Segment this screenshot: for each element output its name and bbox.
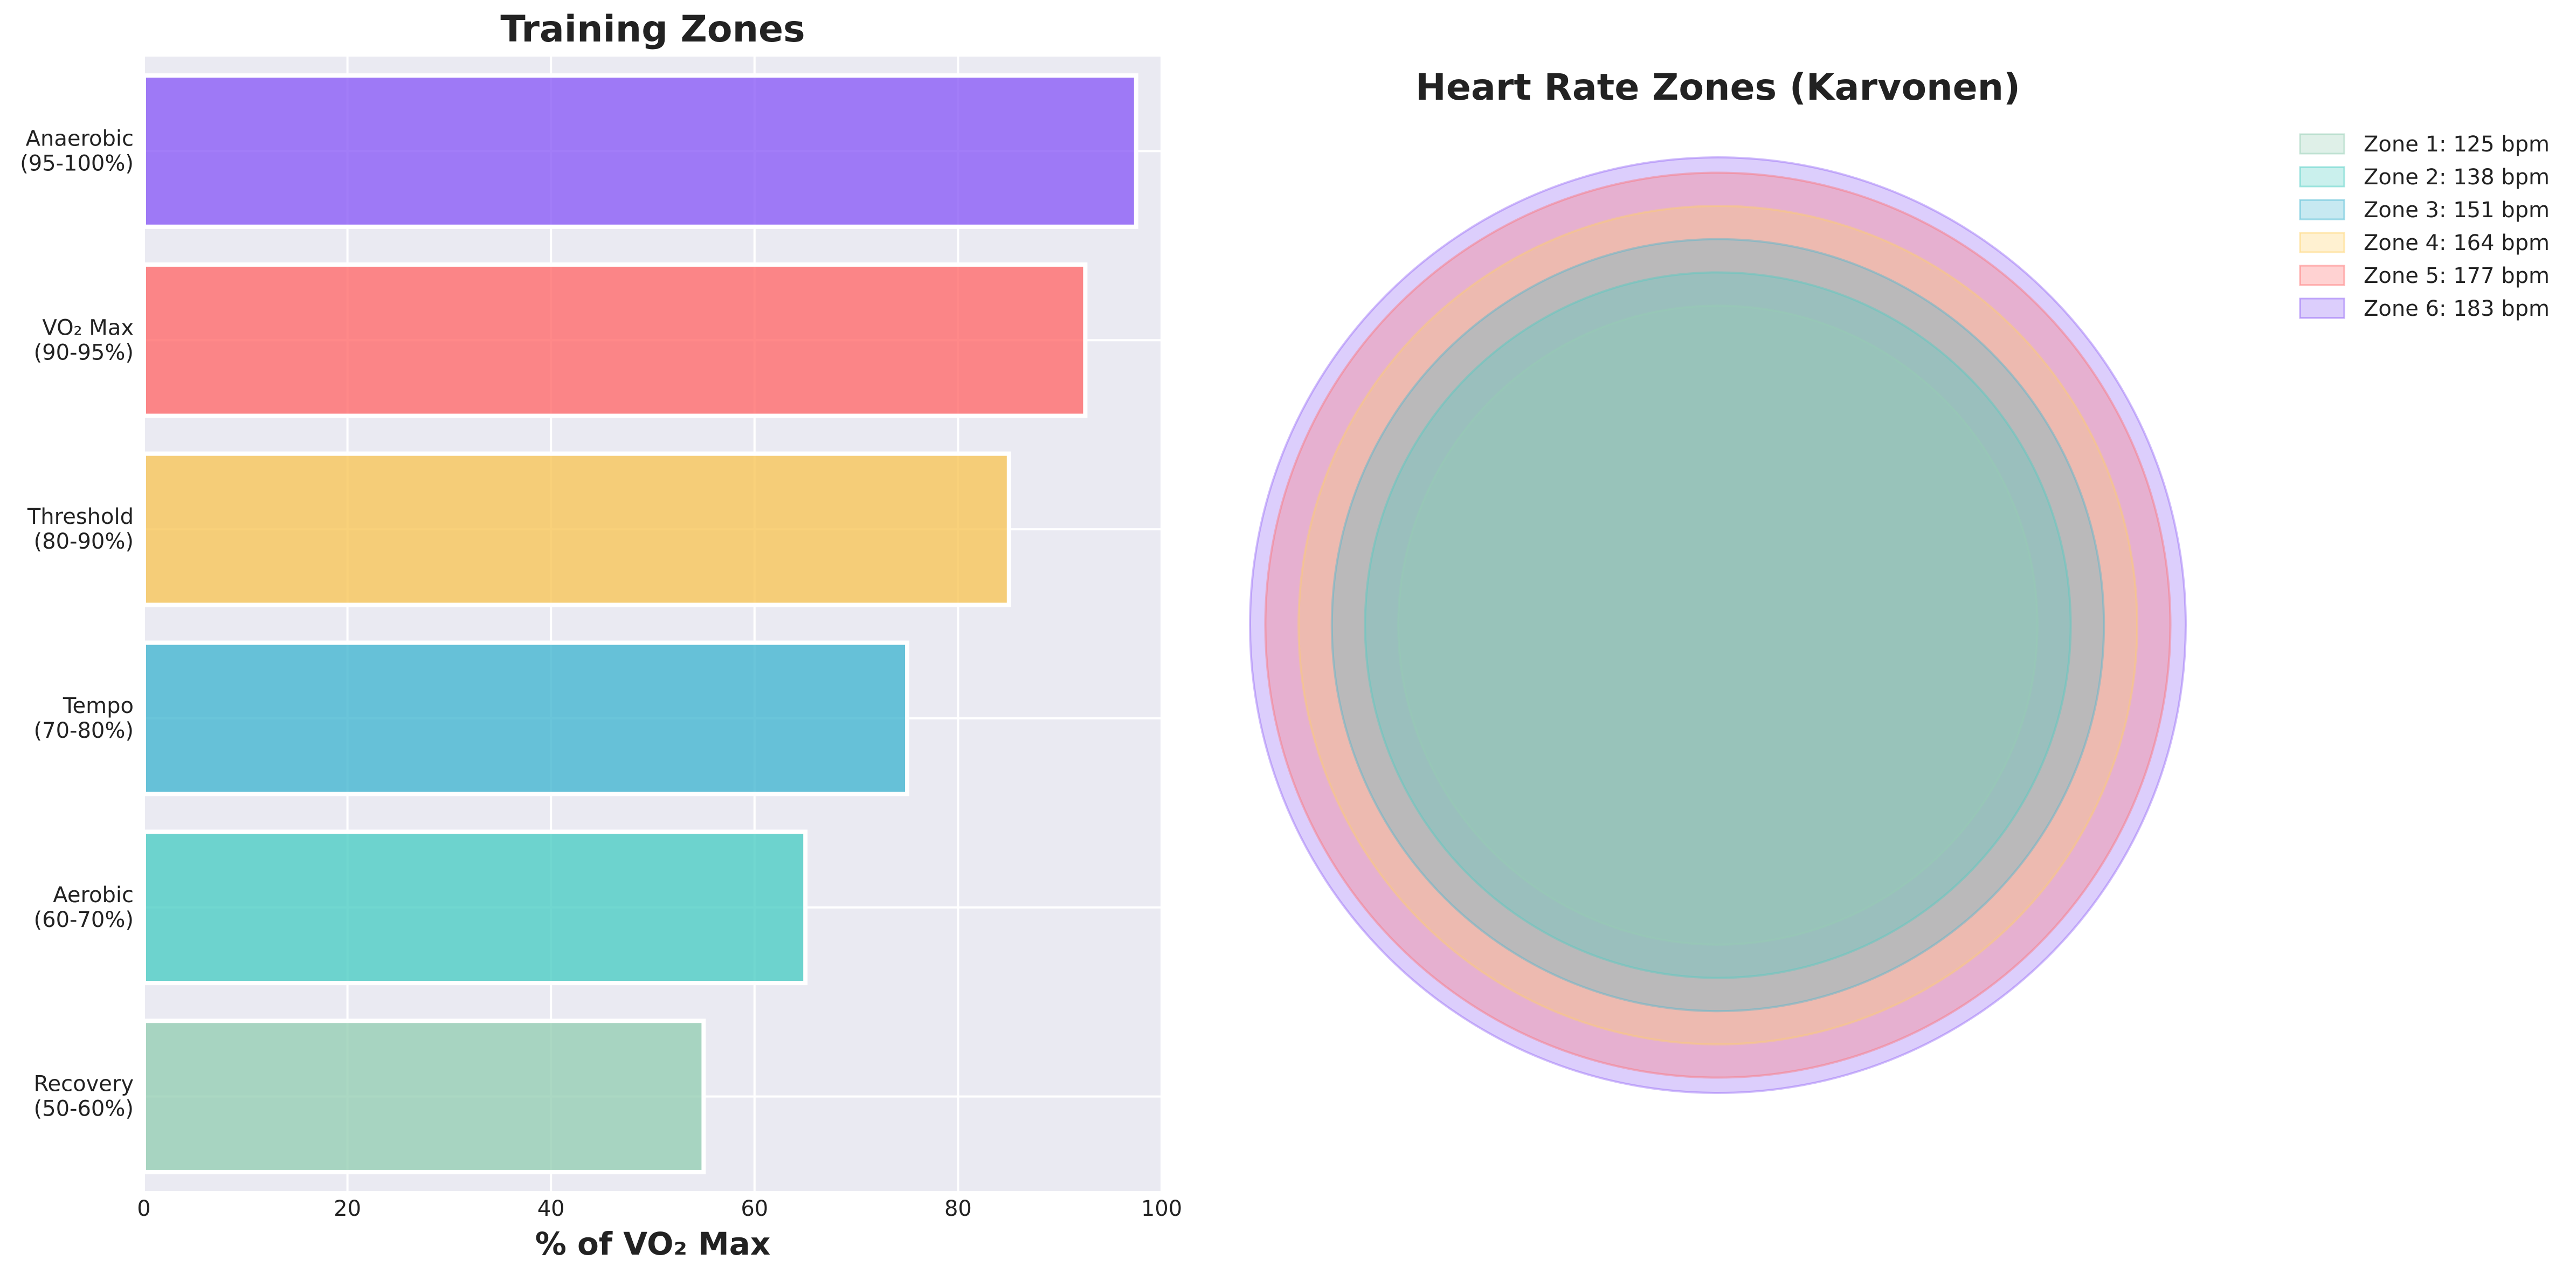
legend-label: Zone 3: 151 bpm — [2364, 198, 2550, 223]
legend-swatch — [2299, 166, 2345, 188]
y-tick-label: Threshold (80-90%) — [27, 504, 134, 554]
legend-label: Zone 4: 164 bpm — [2364, 231, 2550, 255]
category-range: (50-60%) — [34, 1097, 134, 1121]
bars — [142, 73, 1138, 1174]
x-tick-label: 0 — [137, 1196, 150, 1221]
zone-circle-4 — [1297, 205, 2138, 1045]
heart-rate-zones-chart: Heart Rate Zones (Karvonen) Zone 1: 125 … — [1249, 66, 2550, 1094]
bar-recovery — [142, 1019, 706, 1174]
category-name: Anaerobic — [26, 126, 134, 151]
bar-anaerobic — [142, 73, 1138, 229]
x-tick-labels: 0 20 40 60 80 100 — [137, 1196, 1182, 1221]
zone-circles — [1249, 156, 2187, 1094]
x-tick-label: 40 — [537, 1196, 565, 1221]
bar-aerobic — [142, 829, 808, 986]
legend-swatch — [2299, 199, 2345, 220]
zone-circle-5 — [1264, 171, 2172, 1079]
x-tick-label: 100 — [1141, 1196, 1182, 1221]
legend-swatch — [2299, 265, 2345, 286]
y-tick-label: VO₂ Max (90-95%) — [34, 315, 134, 365]
y-tick-label: Recovery (50-60%) — [34, 1072, 134, 1121]
training-zones-chart: Training Zones Recovery (50-60%) Aerobic (6… — [20, 8, 1182, 1262]
zone-circle-6 — [1249, 156, 2187, 1094]
bar-tempo — [142, 640, 909, 797]
x-tick-label: 20 — [334, 1196, 361, 1221]
zone-circle-1 — [1397, 304, 2039, 946]
legend-swatch — [2299, 297, 2345, 319]
category-range: (80-90%) — [34, 529, 134, 554]
category-name: Aerobic — [53, 883, 134, 908]
zone-circle-2 — [1364, 271, 2072, 979]
category-name: VO₂ Max — [42, 315, 134, 340]
category-name: Threshold — [27, 504, 134, 529]
legend-label: Zone 6: 183 bpm — [2364, 296, 2550, 321]
x-tick-label: 60 — [741, 1196, 768, 1221]
legend-swatch — [2299, 133, 2345, 155]
y-tick-labels: Recovery (50-60%) Aerobic (60-70%) Tempo (70-… — [20, 126, 134, 1121]
category-name: Recovery — [34, 1072, 134, 1097]
category-name: Tempo — [63, 694, 134, 718]
category-range: (95-100%) — [20, 151, 134, 176]
bar-vo-max — [142, 262, 1088, 418]
y-tick-label: Aerobic (60-70%) — [34, 883, 134, 932]
legend-label: Zone 1: 125 bpm — [2364, 132, 2550, 157]
x-axis-label: % of VO₂ Max — [535, 1225, 771, 1262]
y-tick-label: Tempo (70-80%) — [34, 694, 134, 743]
x-tick-label: 80 — [944, 1196, 972, 1221]
category-range: (60-70%) — [34, 908, 134, 932]
training-zones-title: Training Zones — [500, 8, 805, 51]
plot-background — [144, 57, 1162, 1191]
legend-label: Zone 2: 138 bpm — [2364, 165, 2550, 190]
zone-circle-3 — [1330, 238, 2105, 1013]
legend-label: Zone 5: 177 bpm — [2364, 264, 2550, 288]
y-tick-label: Anaerobic (95-100%) — [20, 126, 134, 176]
bar-threshold — [142, 451, 1011, 607]
category-range: (70-80%) — [34, 718, 134, 743]
heart-rate-zones-title: Heart Rate Zones (Karvonen) — [1415, 66, 2020, 109]
legend: Zone 1: 125 bpm Zone 2: 138 bpm Zone 3: 15… — [2299, 132, 2550, 321]
legend-swatch — [2299, 232, 2345, 253]
category-range: (90-95%) — [34, 340, 134, 365]
